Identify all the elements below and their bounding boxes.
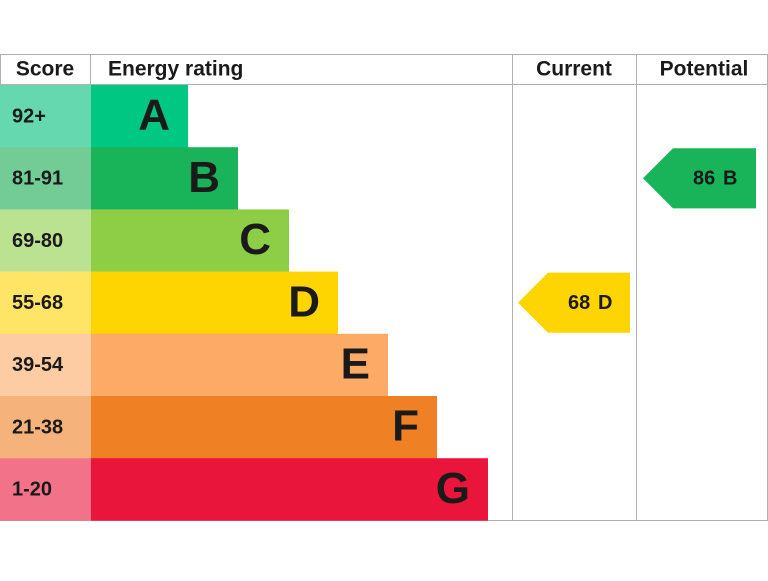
- header-energy-rating: Energy rating: [108, 58, 243, 81]
- rating-bar: [91, 271, 338, 335]
- rating-bar: [91, 209, 289, 272]
- score-cell: [0, 209, 91, 272]
- score-cell: [0, 147, 91, 210]
- rating-letter: B: [188, 153, 220, 202]
- rating-letter: F: [392, 402, 419, 451]
- score-cell: [0, 333, 91, 397]
- score-label: 39-54: [12, 354, 64, 376]
- score-label: 21-38: [12, 416, 63, 438]
- current-arrow: [518, 272, 630, 333]
- score-label: 1-20: [12, 479, 52, 501]
- score-label: 92+: [12, 105, 46, 127]
- score-label: 69-80: [12, 230, 63, 252]
- header-potential: Potential: [660, 58, 749, 81]
- score-cell: [0, 85, 91, 148]
- rating-letter: A: [138, 91, 170, 140]
- header-score: Score: [16, 58, 74, 81]
- score-cell: [0, 396, 91, 459]
- score-label: 55-68: [12, 292, 63, 314]
- header-current: Current: [536, 58, 612, 81]
- current-rating: D: [598, 292, 612, 314]
- rating-bar: [91, 85, 188, 148]
- rating-letter: E: [341, 340, 370, 389]
- rating-bar: [91, 333, 388, 397]
- rating-letter: C: [239, 215, 271, 264]
- rating-letter: D: [288, 277, 320, 326]
- potential-score: 86: [693, 168, 715, 190]
- current-score: 68: [568, 292, 590, 314]
- rating-letter: G: [436, 464, 470, 513]
- potential-rating: B: [723, 168, 737, 190]
- rating-bar: [91, 396, 437, 459]
- rating-bar: [91, 147, 238, 210]
- score-label: 81-91: [12, 168, 63, 190]
- score-cell: [0, 271, 91, 335]
- score-cell: [0, 458, 91, 521]
- potential-arrow: [643, 148, 756, 209]
- rating-bar: [91, 458, 488, 521]
